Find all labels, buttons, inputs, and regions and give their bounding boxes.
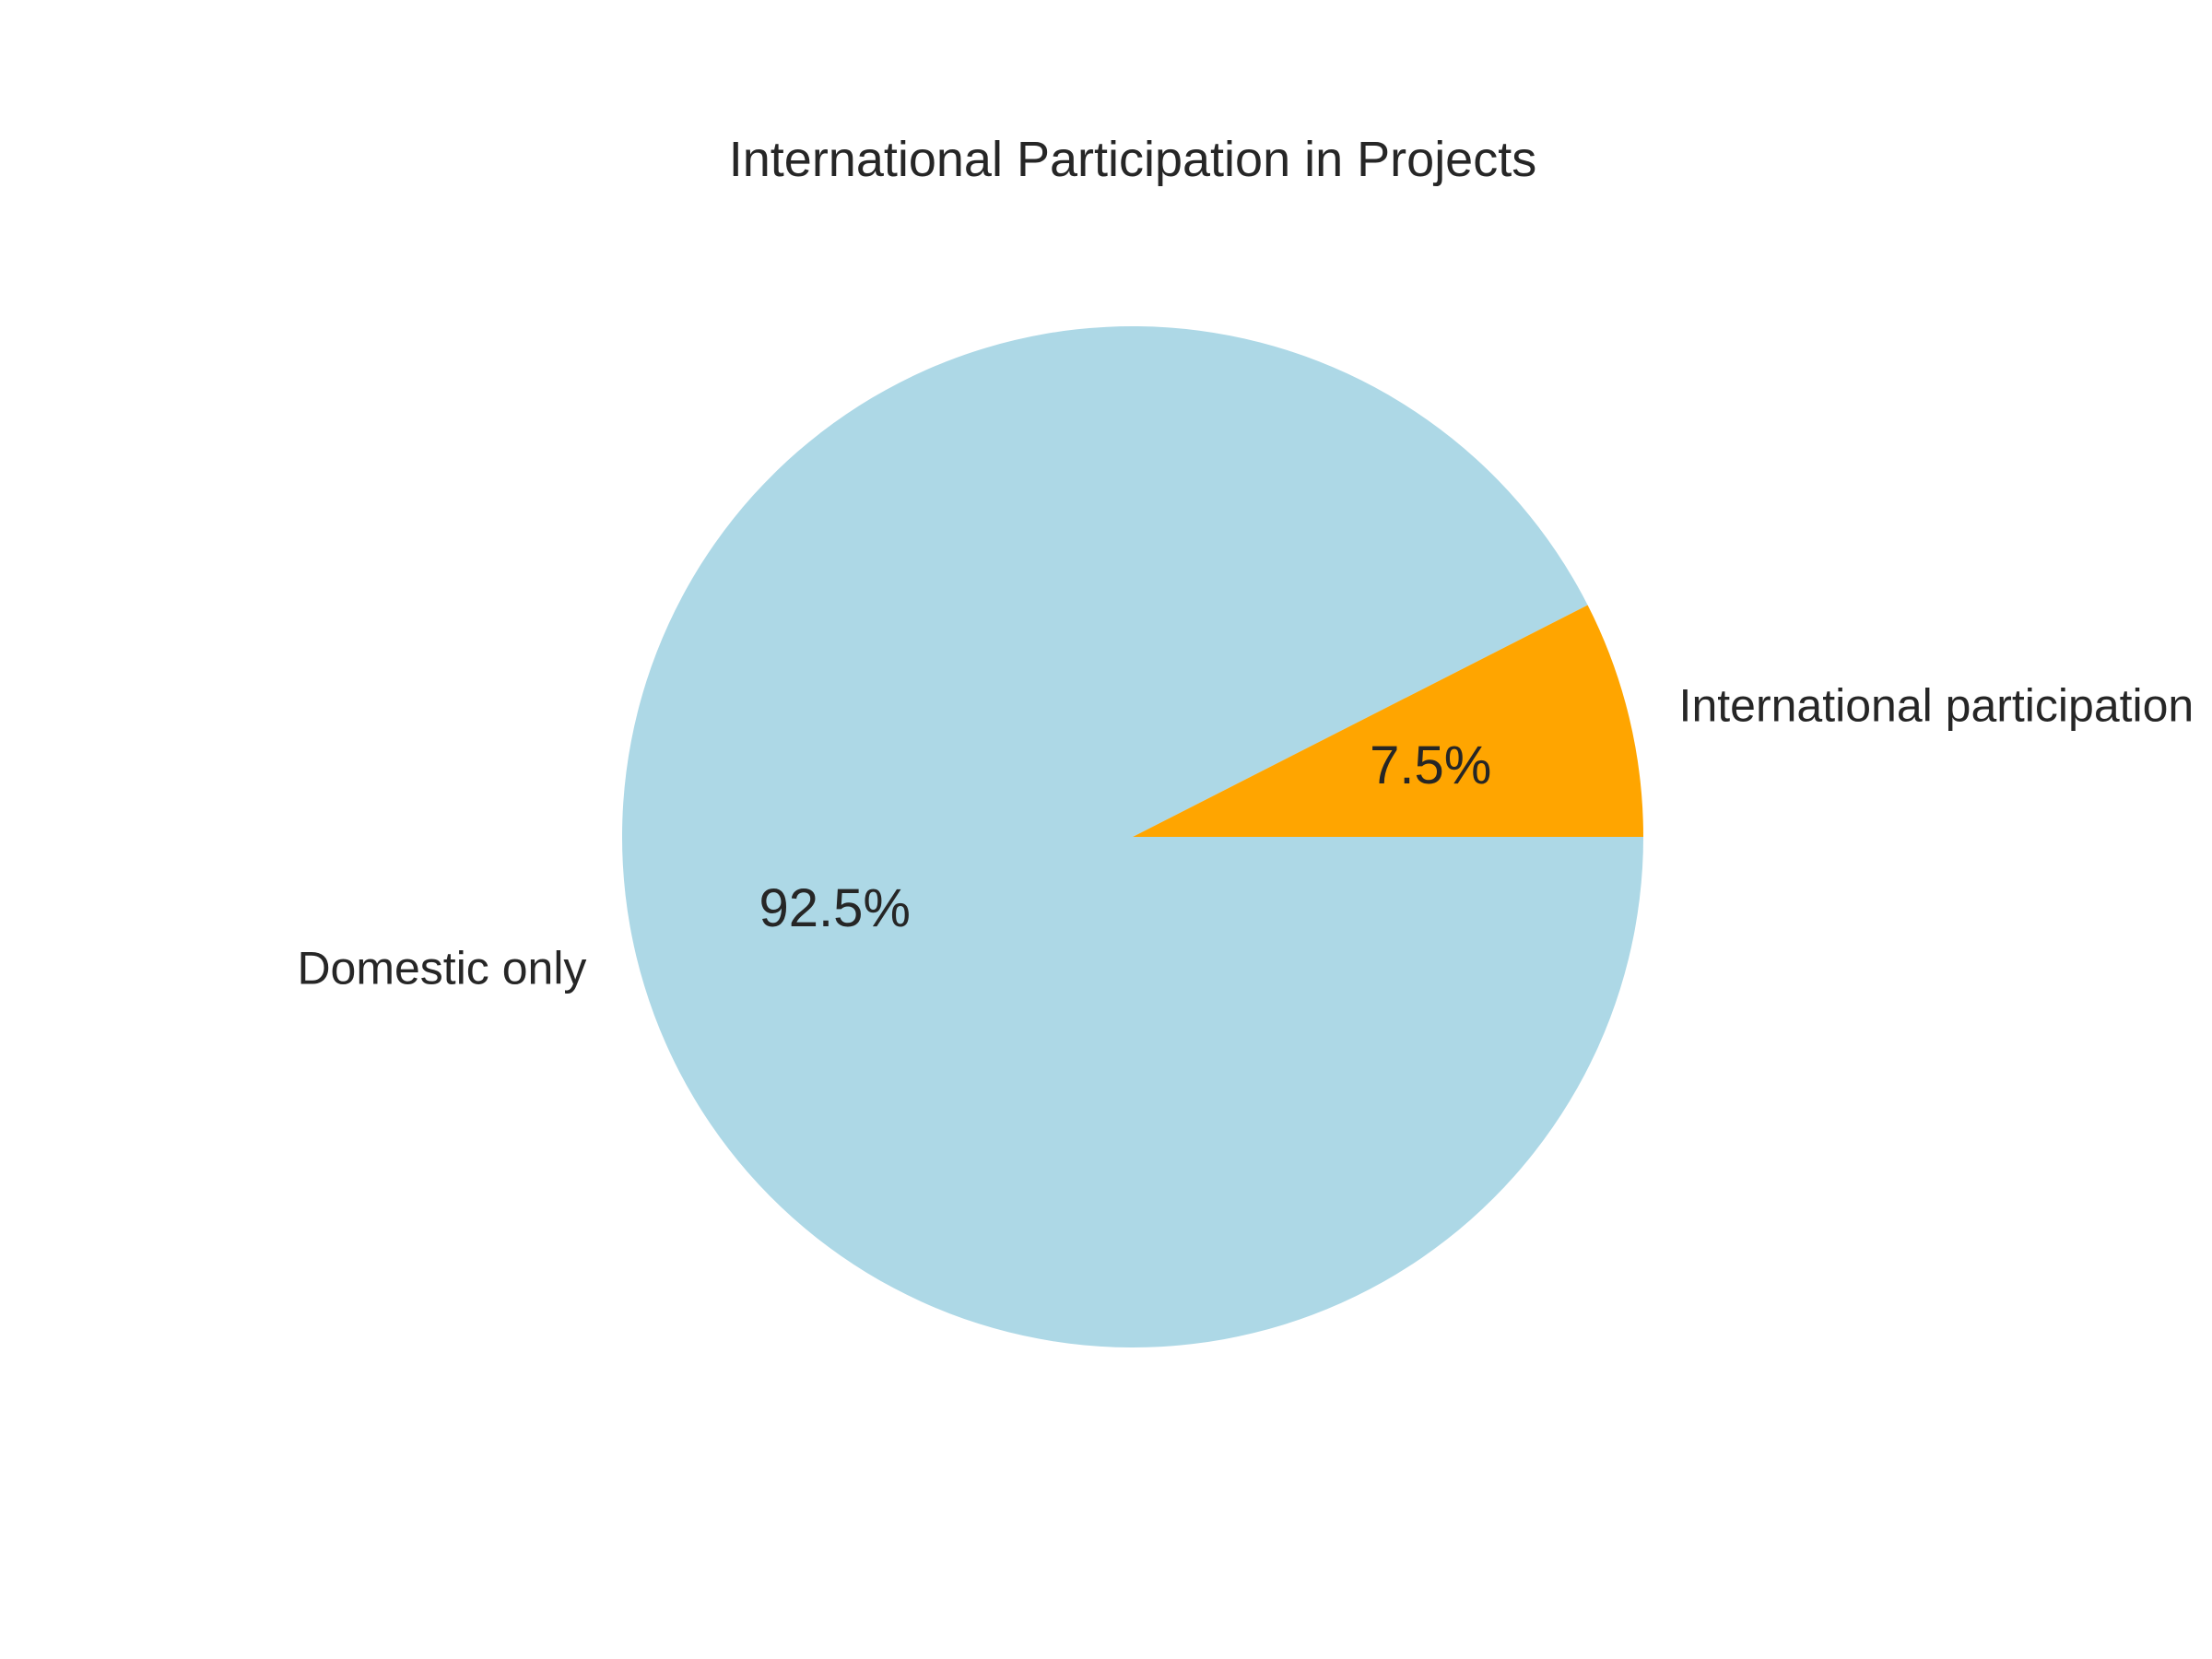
pie-category-label-2: International participation: [1679, 680, 2194, 732]
pie-category-label-1: Domestic only: [297, 942, 586, 994]
pie-percent-label-1: 92.5%: [759, 878, 911, 938]
pie-slices: [621, 326, 1643, 1348]
chart-title: International Participation in Projects: [729, 132, 1536, 187]
pie-slice-1: [621, 326, 1643, 1348]
pie-percent-label-2: 7.5%: [1370, 735, 1491, 795]
pie-slice-2: [1133, 605, 1643, 837]
pie-labels: 92.5% Domestic only 7.5% International part…: [297, 680, 2194, 994]
